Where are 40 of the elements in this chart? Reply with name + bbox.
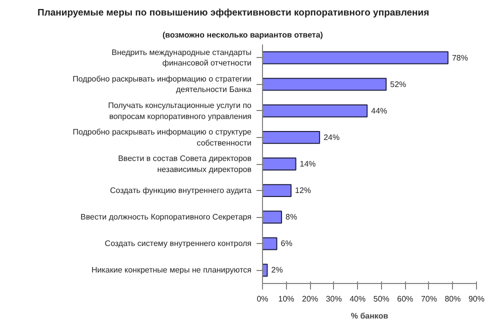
y-tick-label: Создать функцию внутреннего аудита (110, 186, 252, 196)
bar (262, 210, 282, 224)
chart-title: Планируемые меры по повышению эффективновсти корпоративного управления (38, 8, 430, 18)
bar (262, 184, 292, 198)
data-label: 8% (286, 212, 298, 222)
x-tick-label: 40% (350, 294, 366, 304)
y-tick-label: Получать консультационные услуги по вопросам корпоративного управления (108, 100, 252, 121)
x-tick-label: 0% (256, 294, 268, 304)
x-tick-label: 10% (278, 294, 294, 304)
bar (262, 51, 448, 64)
x-tick-label: 60% (397, 294, 414, 304)
bar (262, 158, 296, 170)
y-tick-label: Подробно раскрывать информацию о структуре собственности (72, 128, 252, 148)
data-label: 24% (324, 132, 340, 142)
y-tick-label: Внедрить международные стандарты финансовой отчетности (112, 48, 252, 68)
data-label: 12% (295, 186, 312, 196)
bar (262, 264, 268, 277)
x-axis-title: % банков (350, 312, 388, 320)
data-label: 52% (390, 80, 406, 89)
bar (262, 237, 278, 250)
bar (262, 78, 387, 91)
y-tick-label: Создать систему внутреннего контроля (104, 239, 252, 248)
data-label: 2% (271, 266, 283, 275)
data-label: 44% (371, 106, 388, 116)
x-tick-label: 50% (373, 294, 390, 304)
bar (262, 104, 368, 118)
data-label: 6% (280, 239, 292, 248)
bar (262, 130, 320, 144)
x-tick-label: 30% (326, 294, 342, 304)
data-label: 78% (452, 53, 468, 62)
x-tick-label: 70% (420, 294, 437, 304)
x-tick-label: 90% (468, 294, 485, 304)
y-tick-label: Подробно раскрывать информацию о стратегии деятельности Банка (72, 74, 252, 94)
y-tick-label: Ввести должность Корпоративного Секретаря (80, 212, 252, 222)
data-label: 14% (300, 160, 316, 168)
x-tick-label: 80% (444, 294, 461, 304)
chart-subtitle: (возможно несколько вариантов ответа) (162, 30, 324, 40)
x-tick-label: 20% (302, 294, 318, 304)
y-tick-label: Никакие конкретные меры не планируются (92, 266, 252, 275)
y-tick-label: Ввести в состав Совета директоров независимых директоров (118, 154, 252, 174)
